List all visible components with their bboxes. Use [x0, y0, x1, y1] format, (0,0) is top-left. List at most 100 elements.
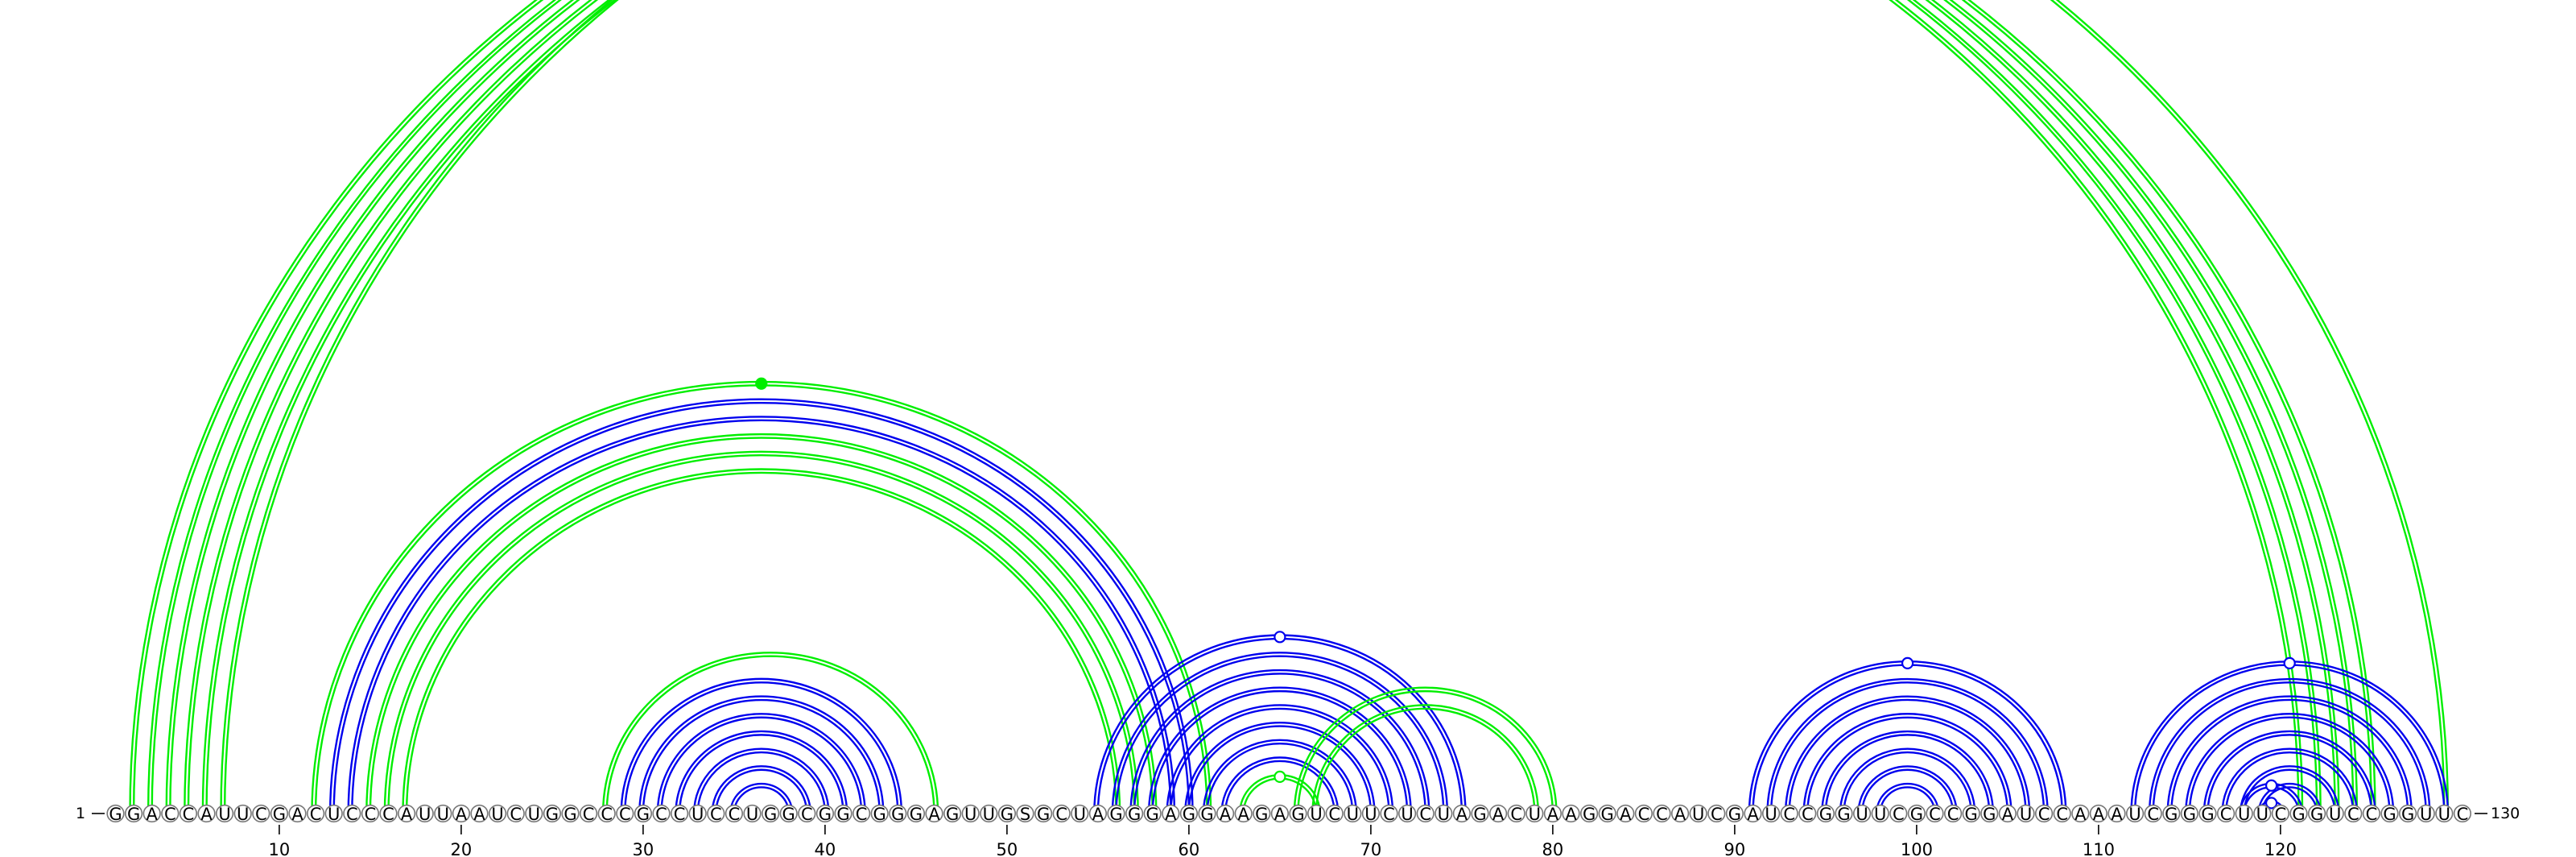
arc-pair-2-121-line-2 [129, 0, 2304, 814]
arc-pair-115-126-line-2 [2185, 713, 2395, 814]
nucleotide-letter-106: U [2020, 805, 2032, 824]
nucleotide-letter-6: A [200, 805, 213, 824]
nucleotide-letter-43: G [873, 805, 886, 824]
nucleotide-circle-23 [506, 804, 525, 823]
nucleotide-letter-130: C [2457, 805, 2469, 824]
nucleotide-letter-24: U [528, 805, 540, 824]
nucleotide-letter-94: C [1802, 805, 1814, 824]
nucleotide-90: G [1725, 804, 1744, 824]
nucleotide-letter-127: G [2401, 805, 2414, 824]
nucleotide-circle-106 [2017, 804, 2035, 823]
nucleotide-circle-94 [1798, 804, 1817, 823]
arc-pair-114-127-line-2 [2166, 695, 2413, 814]
position-ticks: 10 20 30 40 50 60 70 80 90 100 110 120 [269, 825, 2297, 857]
nucleotide-59: A [1162, 804, 1180, 824]
nucleotide-letter-114: G [2165, 805, 2178, 824]
nucleotide-letter-52: G [1037, 805, 1050, 824]
nucleotide-letter-101: C [1929, 805, 1941, 824]
nucleotide-circle-33 [688, 804, 707, 823]
nucleotide-circle-88 [1689, 804, 1707, 823]
nucleotide-letter-105: A [2002, 805, 2014, 824]
nucleotide-44: G [889, 804, 907, 824]
nucleotide-circle-11 [288, 804, 307, 823]
arc-pair-59-71-line-1 [1170, 707, 1390, 814]
nucleotide-38: G [779, 804, 798, 824]
nucleotide-61: G [1198, 804, 1216, 824]
nucleotide-circle-103 [1962, 804, 1980, 823]
tick-label-60: 60 [1179, 840, 1200, 857]
nucleotide-circle-12 [307, 804, 325, 823]
nucleotide-30: G [634, 804, 653, 824]
nucleotide-letter-25: G [546, 805, 559, 824]
nucleotide-circle-80 [1543, 804, 1562, 823]
nucleotide-letter-99: C [1893, 805, 1905, 824]
nucleotide-65: A [1270, 804, 1289, 824]
nucleotide-60: G [1179, 804, 1198, 824]
nucleotide-85: C [1634, 804, 1653, 824]
nucleotide-115: G [2180, 804, 2198, 824]
nucleotide-111: A [2107, 804, 2126, 824]
nucleotide-letter-13: U [328, 805, 340, 824]
nucleotide-circle-123 [2326, 804, 2344, 823]
nucleotide-letter-63: A [1238, 805, 1250, 824]
nucleotide-letter-14: C [346, 805, 358, 824]
arc-pair-66-80-line-2 [1293, 686, 1558, 814]
nucleotide-circle-71 [1380, 804, 1398, 823]
arc-pair-56-74-line-1 [1115, 655, 1445, 814]
arc-pair-60-70-line-1 [1187, 725, 1373, 814]
nucleotide-letter-9: C [255, 805, 267, 824]
nucleotide-103: G [1962, 804, 1980, 824]
nucleotide-48: U [961, 804, 980, 824]
sequence-backbone: 1 130 [76, 805, 2520, 822]
nucleotide-circle-112 [2126, 804, 2145, 823]
nucleotide-circle-81 [1562, 804, 1580, 823]
nucleotide-8: U [233, 804, 252, 824]
nucleotide-12: C [307, 804, 325, 824]
nucleotide-76: G [1471, 804, 1489, 824]
nucleotide-letter-20: A [456, 805, 468, 824]
nucleotide-120: C [2271, 804, 2289, 824]
nucleotide-circle-25 [543, 804, 562, 823]
nucleotide-87: A [1671, 804, 1690, 824]
nucleotide-circle-15 [361, 804, 380, 823]
nucleotide-circle-100 [1907, 804, 1926, 823]
nucleotide-47: G [943, 804, 962, 824]
nucleotide-31: C [652, 804, 671, 824]
nucleotide-letter-100: G [1910, 805, 1923, 824]
nucleotide-letter-67: U [1310, 805, 1322, 824]
nucleotide-95: G [1816, 804, 1835, 824]
nucleotide-128: U [2417, 804, 2435, 824]
nucleotide-circle-95 [1816, 804, 1835, 823]
nucleotide-circle-49 [980, 804, 998, 823]
nucleotide-letter-46: A [928, 805, 940, 824]
arc-pair-112-129-line-1 [2133, 664, 2446, 814]
arc-pair-94-105-line-2 [1802, 713, 2013, 814]
arc-pair-55-75-line-2 [1093, 634, 1467, 814]
nucleotide-circle-43 [870, 804, 889, 823]
nucleotide-letter-45: G [910, 805, 923, 824]
nucleotide-circle-50 [997, 804, 1016, 823]
nucleotide-letter-15: C [365, 805, 377, 824]
nucleotide-letter-126: G [2383, 805, 2396, 824]
nucleotide-97: U [1853, 804, 1872, 824]
nucleotide-6: A [197, 804, 216, 824]
tick-label-100: 100 [1901, 840, 1933, 857]
nucleotide-circle-111 [2107, 804, 2126, 823]
arc-pair-6-125-line-2 [201, 0, 2376, 814]
nucleotide-letter-129: U [2438, 805, 2450, 824]
nucleotide-letter-39: C [801, 805, 813, 824]
nucleotide-41: G [834, 804, 852, 824]
nucleotide-circle-64 [1253, 804, 1271, 823]
nucleotide-circle-10 [270, 804, 289, 823]
nucleotide-54: U [1071, 804, 1089, 824]
arc-pair-3-122-line-1 [151, 0, 2318, 814]
nucleotide-91: A [1744, 804, 1762, 824]
nucleotide-56: G [1107, 804, 1125, 824]
nucleotide-letter-41: G [836, 805, 849, 824]
nucleotide-circle-3 [142, 804, 161, 823]
nucleotide-letter-125: C [2366, 805, 2378, 824]
arc-pair-97-102-line-1 [1860, 768, 1955, 814]
nucleotide-letter-85: C [1638, 805, 1650, 824]
tick-label-40: 40 [815, 840, 836, 857]
